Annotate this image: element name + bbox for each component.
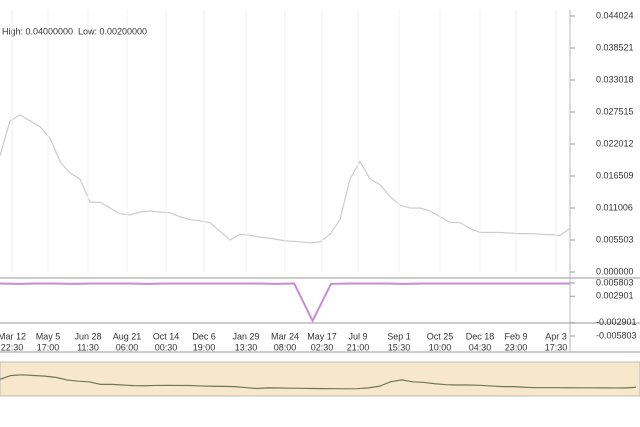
- y-tick-label: 0.005503: [596, 234, 634, 244]
- x-tick-time: 10:00: [429, 342, 452, 352]
- x-tick-label: May 5: [36, 331, 61, 341]
- x-tick-time: 17:30: [545, 342, 568, 352]
- x-tick-label: May 17: [307, 331, 337, 341]
- x-tick-label: Jun 28: [74, 331, 101, 341]
- x-tick-time: 15:30: [388, 342, 411, 352]
- x-tick-time: 23:00: [505, 342, 528, 352]
- y-tick-label: -0.002901: [596, 317, 637, 327]
- x-tick-label: Apr 3: [545, 331, 567, 341]
- y-tick-label: 0.027515: [596, 106, 634, 116]
- x-tick-label: Mar 12: [0, 331, 26, 341]
- y-tick-label: 0.022012: [596, 138, 634, 148]
- x-tick-time: 17:00: [37, 342, 60, 352]
- x-tick-time: 19:00: [193, 342, 216, 352]
- y-tick-label: 0.016509: [596, 170, 634, 180]
- x-tick-time: 02:30: [311, 342, 334, 352]
- x-tick-time: 00:30: [155, 342, 178, 352]
- x-tick-label: Sep 1: [387, 331, 411, 341]
- y-tick-label: -0.005803: [596, 330, 637, 340]
- x-tick-label: Dec 6: [192, 331, 216, 341]
- navigator: [0, 361, 640, 397]
- navigator-line: [0, 374, 637, 390]
- x-tick-time: 06:00: [116, 342, 139, 352]
- y-tick-label: 0.011006: [596, 202, 633, 212]
- y-tick-label: 0.038521: [596, 42, 634, 52]
- x-tick-time: 04:30: [469, 342, 492, 352]
- y-tick-label: 0.000000: [596, 266, 634, 276]
- x-tick-label: Oct 14: [153, 331, 180, 341]
- y-tick-label: 0.033018: [596, 74, 634, 84]
- y-tick-label: 0.002901: [596, 291, 634, 301]
- x-tick-time: 11:30: [77, 342, 99, 352]
- x-tick-time: 21:00: [347, 342, 370, 352]
- y-tick-label: 0.044024: [596, 10, 634, 20]
- low-label: Low: 0.00200000: [78, 26, 147, 36]
- x-tick-label: Aug 21: [113, 331, 142, 341]
- x-tick-label: Oct 25: [427, 331, 454, 341]
- x-tick-label: Mar 24: [271, 331, 299, 341]
- x-tick-time: 08:00: [274, 342, 297, 352]
- x-tick-time: 13:30: [235, 342, 258, 352]
- x-tick-label: Feb 9: [504, 331, 527, 341]
- x-tick-time: 22:30: [1, 342, 24, 352]
- series-line: [0, 282, 570, 324]
- x-tick-label: Dec 18: [466, 331, 495, 341]
- y-tick-label: 0.005803: [596, 277, 634, 287]
- high-label: High: 0.04000000: [2, 26, 73, 36]
- x-tick-label: Jul 9: [348, 331, 367, 341]
- x-tick-label: Jan 29: [232, 331, 259, 341]
